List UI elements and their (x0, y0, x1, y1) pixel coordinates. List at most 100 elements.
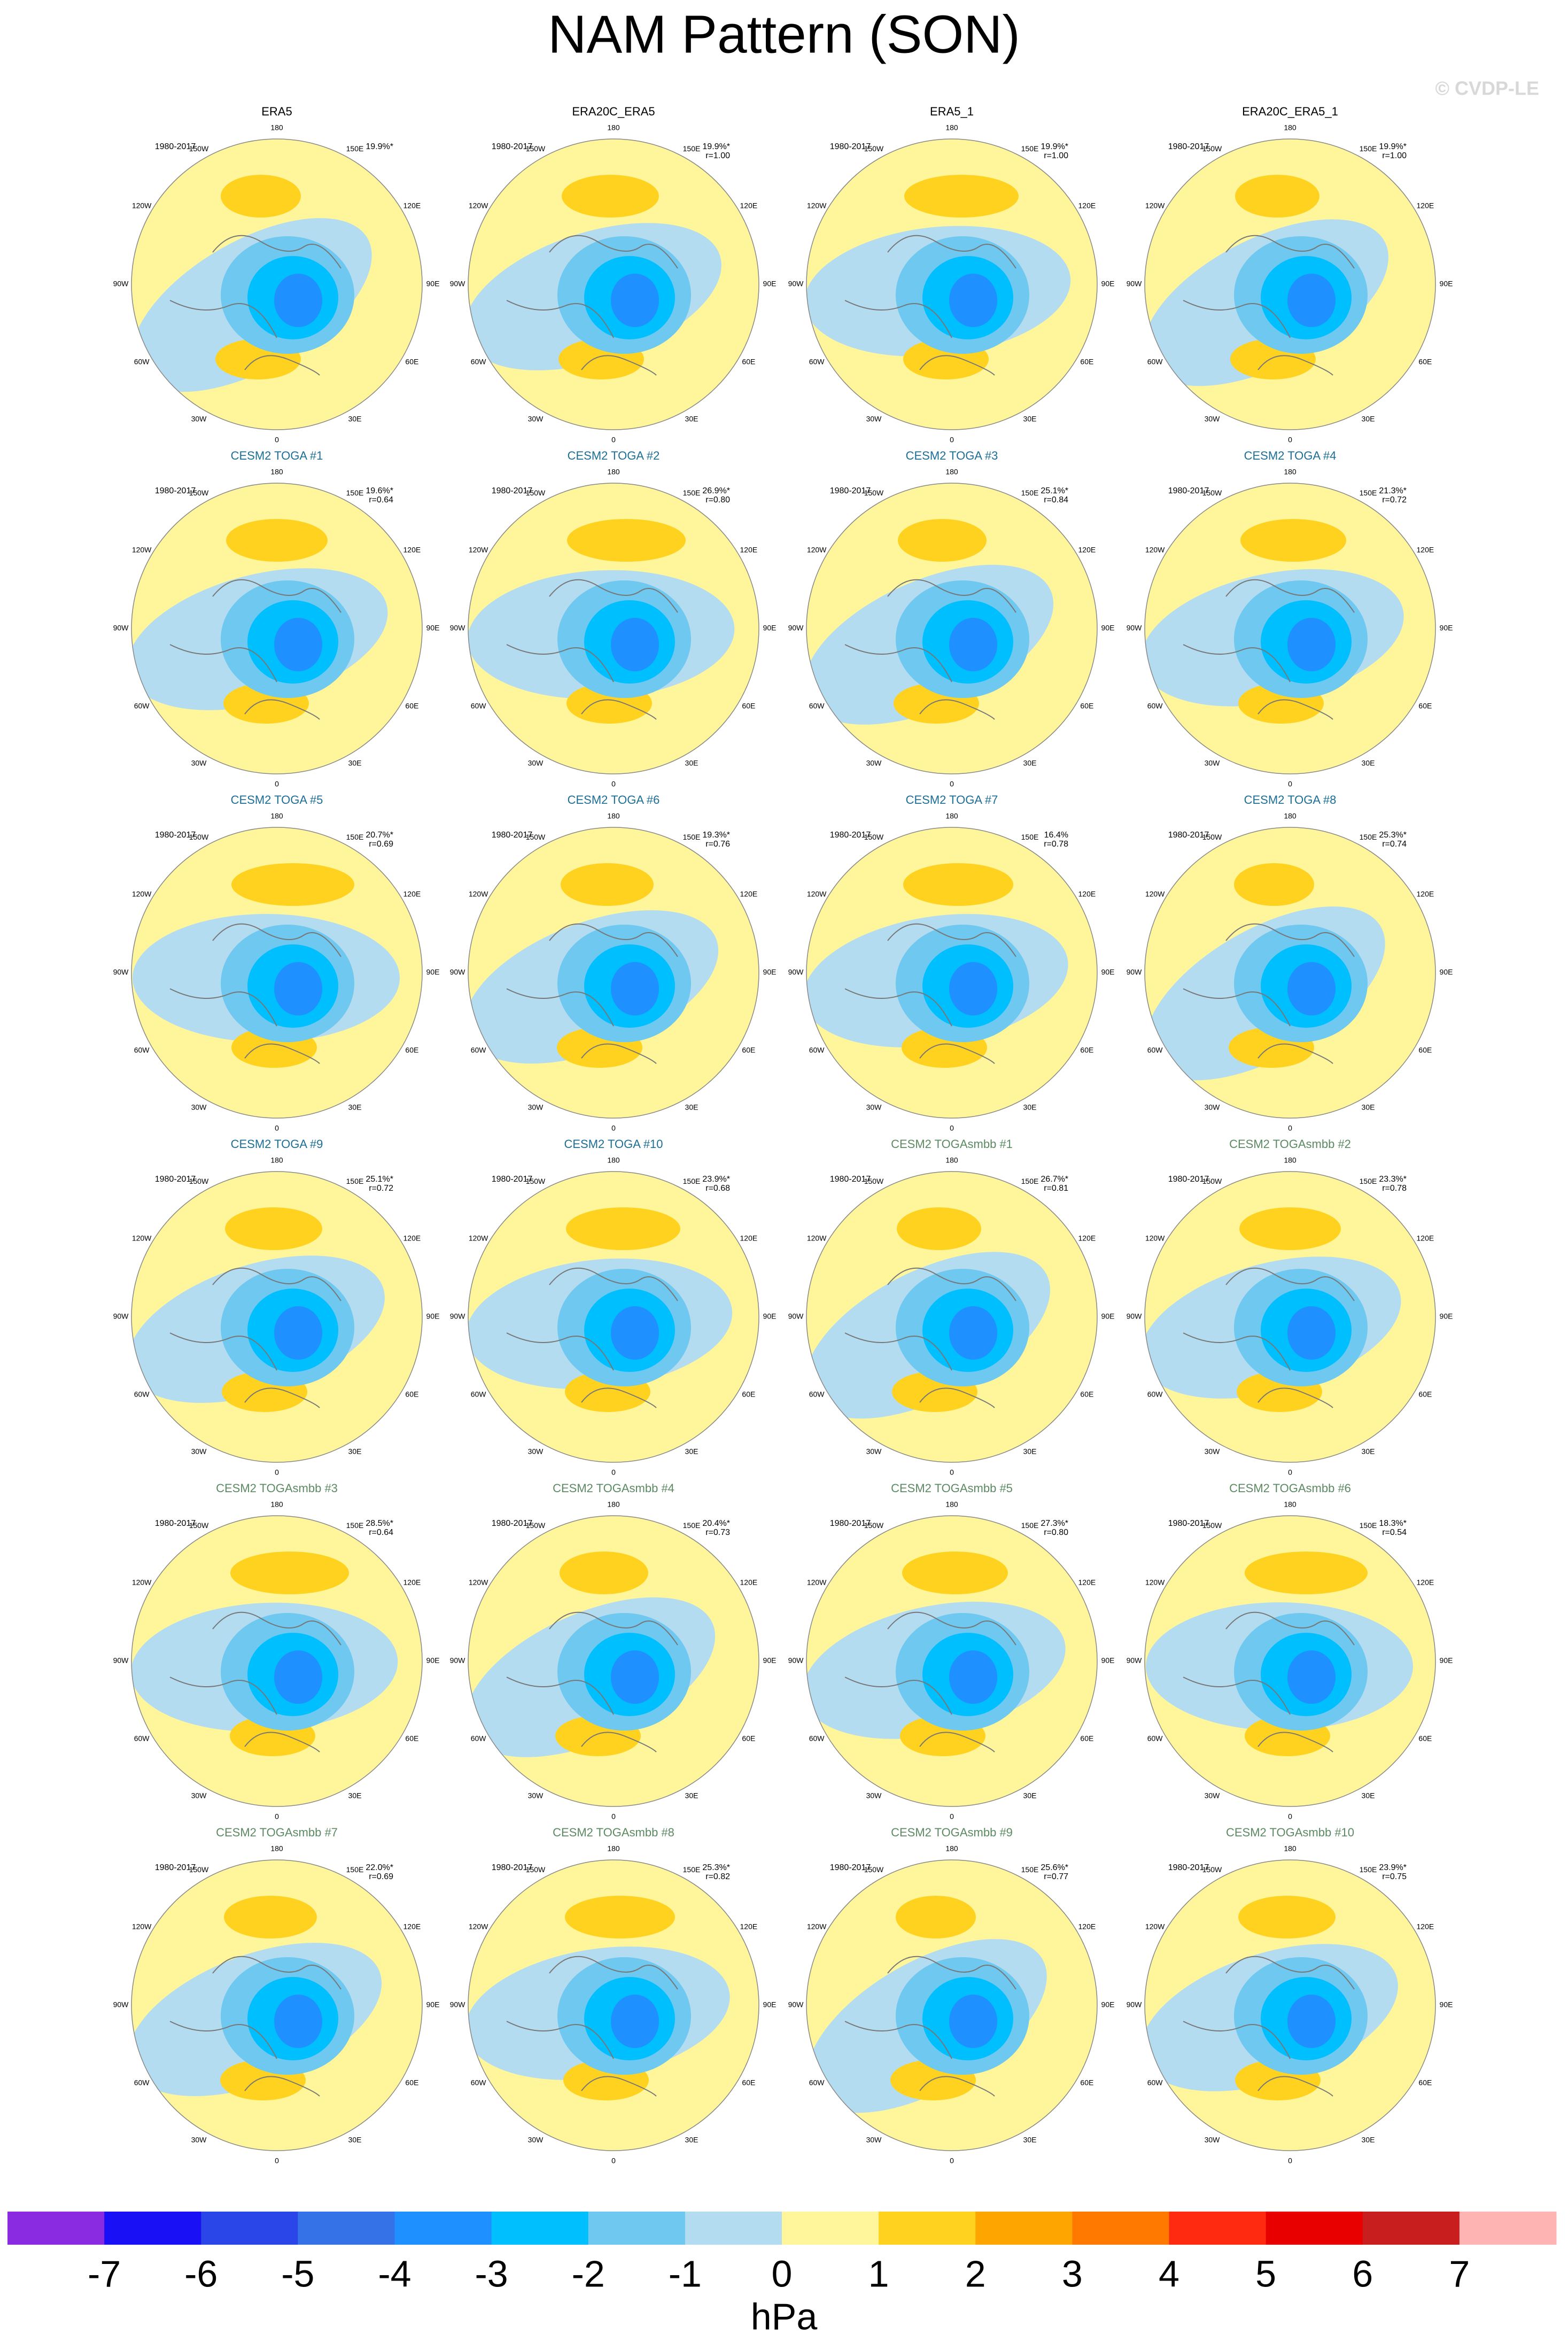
longitude-label: 60W (471, 1390, 487, 1399)
map-field (131, 483, 422, 774)
longitude-label: 30E (348, 2136, 362, 2144)
colorbar-label: hPa (751, 2295, 818, 2337)
longitude-label: 180 (270, 1156, 283, 1165)
longitude-label: 90W (113, 1656, 129, 1665)
panel-period: 1980-2017 (492, 831, 533, 840)
field-low (611, 1306, 659, 1360)
colorbar-box (7, 2212, 105, 2245)
longitude-label: 150E (346, 488, 364, 497)
longitude-label: 180 (1284, 468, 1297, 476)
longitude-label: 180 (607, 812, 620, 820)
longitude-label: 120W (1145, 1922, 1165, 1931)
longitude-label: 30W (528, 759, 544, 767)
longitude-label: 120E (1417, 1578, 1434, 1587)
field-low (1287, 274, 1336, 327)
field-high (898, 519, 987, 562)
field-low (1287, 1306, 1336, 1360)
longitude-label: 60E (1418, 1046, 1432, 1054)
panel-title: CESM2 TOGAsmbb #10 (1226, 1826, 1354, 1839)
colorbar-box (394, 2212, 492, 2245)
longitude-label: 30E (348, 1791, 362, 1800)
longitude-label: 150E (1360, 1521, 1377, 1530)
longitude-label: 60W (134, 358, 150, 366)
longitude-label: 90E (763, 968, 777, 976)
map-field (806, 1516, 1097, 1806)
longitude-label: 180 (1284, 1156, 1297, 1165)
longitude-label: 90W (1127, 2000, 1143, 2009)
map-panel: ERA5 1980-2017 19.9%* 180 150E 120E 90E 60E 30E 0… (113, 105, 440, 444)
longitude-label: 60E (1418, 1734, 1432, 1743)
longitude-label: 30E (1023, 415, 1037, 423)
field-low (1287, 1650, 1336, 1704)
panel-period: 1980-2017 (1168, 1175, 1209, 1184)
map-panel: CESM2 TOGAsmbb #3 1980-2017 28.5%*r=0.64 18… (113, 1482, 440, 1821)
panel-title: CESM2 TOGAsmbb #4 (553, 1482, 674, 1495)
longitude-label: 180 (270, 1500, 283, 1509)
panel-period: 1980-2017 (1168, 1863, 1209, 1872)
longitude-label: 180 (270, 468, 283, 476)
longitude-label: 90E (1101, 280, 1115, 288)
longitude-label: 0 (950, 1812, 954, 1821)
longitude-label: 180 (607, 123, 620, 132)
map-border (1144, 1171, 1436, 1463)
map-border (1144, 827, 1436, 1119)
longitude-label: 90E (1440, 968, 1453, 976)
map-panel: CESM2 TOGA #2 1980-2017 26.9%*r=0.80 180 150… (450, 449, 777, 788)
panel-correlation: r=0.82 (705, 1872, 730, 1881)
panel-period: 1980-2017 (492, 142, 533, 151)
map-panel: CESM2 TOGAsmbb #8 1980-2017 25.3%*r=0.82 18… (450, 1826, 777, 2165)
map-border (468, 827, 759, 1119)
longitude-label: 0 (950, 1124, 954, 1133)
coastline (169, 923, 341, 1064)
longitude-label: 120W (469, 201, 488, 210)
longitude-label: 30W (1205, 1791, 1221, 1800)
panel-variance: 25.1%* (366, 1175, 393, 1184)
map-panel: CESM2 TOGA #10 1980-2017 23.9%*r=0.68 180 15… (450, 1137, 777, 1477)
longitude-label: 120E (403, 1234, 421, 1243)
longitude-label: 150E (346, 1177, 364, 1185)
coastline (844, 235, 1016, 376)
field-low (949, 1995, 997, 2048)
panel-variance: 25.3%* (702, 1863, 730, 1872)
panel-variance: 26.9%* (702, 486, 730, 495)
map-border (131, 1515, 423, 1807)
longitude-label: 150W (864, 1865, 884, 1874)
longitude-label: 120E (403, 546, 421, 554)
panel-title: CESM2 TOGA #10 (564, 1137, 663, 1151)
panel-variance: 25.3%* (1379, 831, 1407, 840)
panel-title: CESM2 TOGAsmbb #3 (216, 1482, 338, 1495)
longitude-label: 180 (270, 123, 283, 132)
map-field (1145, 827, 1435, 1118)
longitude-label: 180 (945, 1500, 958, 1509)
coastline (506, 923, 678, 1064)
panel-period: 1980-2017 (155, 1863, 196, 1872)
longitude-label: 150W (189, 1521, 209, 1530)
longitude-label: 30E (348, 1447, 362, 1456)
map-field (1145, 1860, 1435, 2151)
coastline (506, 235, 678, 376)
panel-correlation: r=0.76 (705, 840, 730, 849)
longitude-label: 90W (788, 1656, 804, 1665)
field-high (231, 863, 354, 906)
longitude-label: 60W (809, 1390, 825, 1399)
longitude-label: 30W (528, 1791, 544, 1800)
longitude-label: 30W (866, 415, 882, 423)
map-border (1144, 1859, 1436, 2151)
longitude-label: 60E (1080, 1390, 1093, 1399)
panel-period: 1980-2017 (1168, 831, 1209, 840)
longitude-label: 60E (405, 2078, 418, 2087)
field-low (274, 1650, 322, 1704)
longitude-label: 60E (1080, 1734, 1093, 1743)
map-border (131, 483, 423, 774)
colorbar-tick-label: -1 (669, 2253, 702, 2294)
longitude-label: 120W (132, 201, 152, 210)
longitude-label: 180 (1284, 123, 1297, 132)
longitude-label: 150E (683, 833, 701, 841)
panel-correlation: r=1.00 (1044, 151, 1068, 160)
longitude-label: 0 (611, 1812, 616, 1821)
map-border (806, 1859, 1098, 2151)
panel-variance: 18.3%* (1379, 1519, 1407, 1528)
longitude-label: 120E (403, 1578, 421, 1587)
map-field (806, 827, 1097, 1118)
longitude-label: 30W (191, 1447, 207, 1456)
